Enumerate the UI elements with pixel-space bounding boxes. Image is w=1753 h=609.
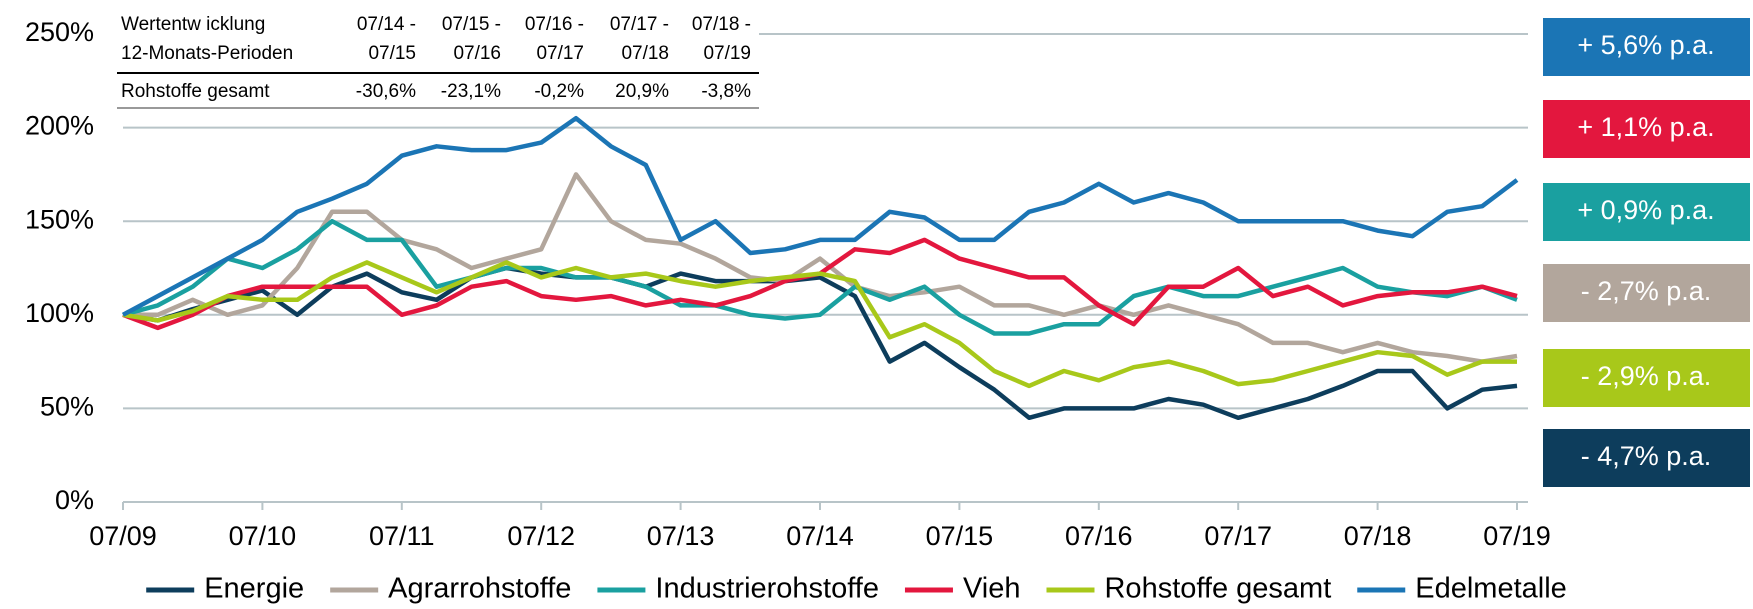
legend-label: Industrierohstoffe [655,573,879,605]
table-header-cell: 07/19 [703,43,751,64]
table-header-cell: 07/16 - [525,14,584,35]
series-line [123,172,1518,364]
legend: Energie Agrarrohstoffe Industrierohstoffe V… [146,573,1567,605]
legend-label: Edelmetalle [1415,573,1567,605]
annotation-label: + 1,1% p.a. [1577,112,1714,142]
annotation-label: + 0,9% p.a. [1577,195,1714,225]
annotation-box [1543,349,1750,407]
legend-label: Agrarrohstoffe [388,573,571,605]
x-tick-label: 07/12 [507,521,575,551]
table-cell: -23,1% [441,81,501,102]
series-line [122,218,1518,336]
x-tick-label: 07/10 [229,521,297,551]
y-tick-label: 150% [25,204,94,234]
annotation-box [1543,264,1750,322]
table-header-cell: Wertentw icklung [121,14,265,35]
table-header-cell: 07/17 [536,43,584,64]
x-tick-label: 07/09 [89,521,157,551]
table-cell: -3,8% [701,81,751,102]
table-header-cell: 12-Monats-Perioden [121,43,293,64]
y-tick-label: 200% [25,111,94,141]
table-cell: -30,6% [356,81,416,102]
legend-label: Rohstoffe gesamt [1104,573,1331,605]
x-tick-label: 07/13 [647,521,715,551]
annotation-box [1543,429,1750,487]
table-header-cell: 07/17 - [610,14,669,35]
series-line [122,265,1518,421]
y-tick-label: 250% [25,17,94,47]
y-tick-label: 50% [40,392,94,422]
series-line [122,260,1517,389]
x-tick-label: 07/14 [786,521,854,551]
annotation-label: - 4,7% p.a. [1581,441,1712,471]
y-tick-label: 100% [25,298,94,328]
table-header-cell: 07/15 [368,43,416,64]
table-cell: 20,9% [615,81,669,102]
x-tick-label: 07/11 [369,521,435,551]
x-tick-label: 07/15 [926,521,994,551]
x-tick-label: 07/18 [1344,521,1412,551]
annotation-box [1543,18,1750,76]
annotation-box [1543,100,1750,158]
table-cell: Rohstoffe gesamt [121,81,270,102]
table-header-cell: 07/18 - [692,14,751,35]
x-tick-label: 07/16 [1065,521,1133,551]
annotation-box [1543,183,1750,241]
table-header-cell: 07/14 - [357,14,416,35]
table-header-cell: 07/16 [453,43,501,64]
table-header-cell: 07/15 - [442,14,501,35]
table-bg [117,8,759,108]
annotation-label: + 5,6% p.a. [1577,30,1714,60]
x-tick-label: 07/17 [1204,521,1272,551]
series-line [121,115,1519,317]
legend-label: Energie [204,573,304,605]
table-cell: -0,2% [534,81,584,102]
table-header-cell: 07/18 [621,43,669,64]
x-tick-label: 07/19 [1483,521,1551,551]
legend-label: Vieh [963,573,1021,605]
y-tick-label: 0% [55,485,94,515]
annotation-label: - 2,9% p.a. [1581,361,1712,391]
annotation-label: - 2,7% p.a. [1581,276,1712,306]
